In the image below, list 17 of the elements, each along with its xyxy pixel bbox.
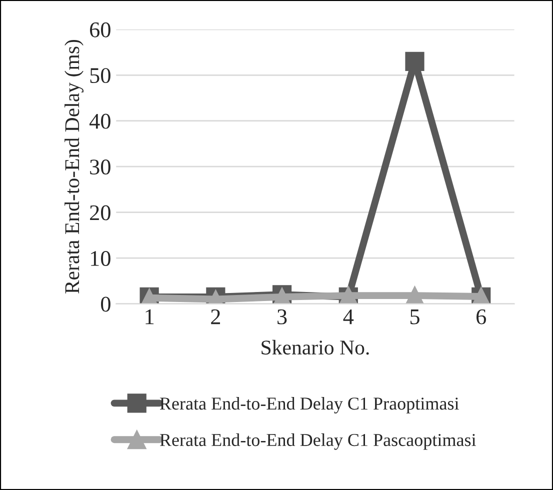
x-tick-label: 1 xyxy=(146,309,154,324)
y-tick-label: 10 xyxy=(91,251,110,266)
y-tick-label: 60 xyxy=(90,22,110,38)
legend-label: Rerata End-to-End Delay C1 Pascaoptimasi xyxy=(160,433,476,450)
x-tick-label: 5 xyxy=(410,310,420,324)
x-axis-title: Skenario No. xyxy=(262,340,369,355)
y-tick-label: 20 xyxy=(90,205,110,220)
x-tick-label: 2 xyxy=(211,309,220,324)
y-axis-title: Rerata End-to-End Delay (ms) xyxy=(64,40,84,294)
point xyxy=(405,52,424,71)
x-tick-label: 4 xyxy=(343,309,354,324)
x-tick-label: 3 xyxy=(278,309,287,324)
y-tick-label: 40 xyxy=(89,114,110,129)
y-tick-label: 30 xyxy=(90,160,110,175)
y-tick-label: 0 xyxy=(101,296,110,312)
y-tick-label: 50 xyxy=(90,68,110,84)
x-tick-label: 6 xyxy=(476,309,486,324)
